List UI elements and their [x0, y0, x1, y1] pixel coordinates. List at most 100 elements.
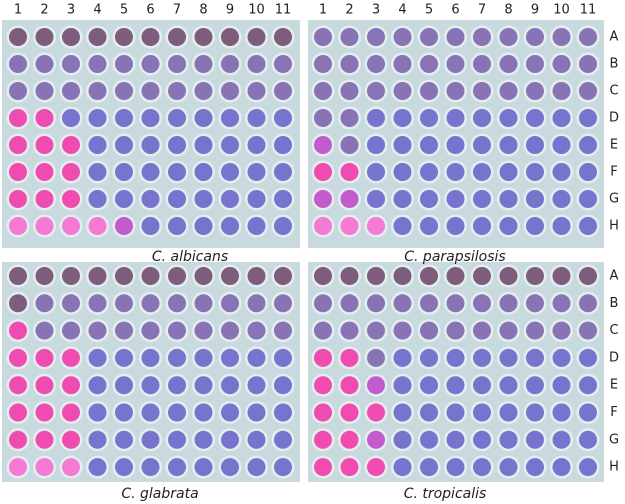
- well-fill: [115, 55, 133, 73]
- plate-caption: C. glabrata: [121, 486, 198, 502]
- well-fill: [221, 403, 239, 422]
- well-fill: [35, 348, 54, 367]
- well-fill: [579, 190, 597, 208]
- well-fill: [579, 403, 597, 422]
- well-fill: [367, 458, 385, 477]
- well-fill: [9, 82, 27, 100]
- well-fill: [473, 28, 491, 46]
- well-fill: [340, 217, 359, 235]
- well-fill: [499, 321, 518, 340]
- column-label: 6: [146, 3, 154, 18]
- well-fill: [194, 321, 213, 340]
- well-fill: [247, 190, 266, 208]
- well-fill: [473, 458, 491, 477]
- well-fill: [340, 190, 359, 208]
- well-fill: [221, 109, 239, 127]
- well-fill: [35, 294, 54, 313]
- well-fill: [88, 190, 107, 208]
- well-fill: [446, 458, 465, 477]
- well-fill: [221, 28, 239, 46]
- well-fill: [88, 430, 107, 449]
- well-fill: [526, 163, 544, 181]
- well-fill: [393, 136, 412, 154]
- well-fill: [446, 55, 465, 73]
- well-fill: [141, 28, 160, 46]
- well-fill: [221, 294, 239, 313]
- well-fill: [420, 348, 438, 367]
- row-label: C: [609, 84, 618, 99]
- well-fill: [526, 458, 544, 477]
- well-fill: [221, 321, 239, 340]
- well-fill: [141, 376, 160, 395]
- well-fill: [115, 430, 133, 449]
- well-fill: [473, 217, 491, 235]
- well-fill: [9, 163, 27, 181]
- well-fill: [420, 294, 438, 313]
- well-fill: [274, 190, 292, 208]
- well-fill: [393, 430, 412, 449]
- well-fill: [62, 82, 80, 100]
- well-fill: [274, 28, 292, 46]
- well-fill: [247, 403, 266, 422]
- well-fill: [35, 321, 54, 340]
- well-fill: [35, 403, 54, 422]
- well-fill: [473, 163, 491, 181]
- row-label: A: [610, 30, 619, 45]
- well-fill: [221, 55, 239, 73]
- well-fill: [579, 458, 597, 477]
- well-fill: [499, 55, 518, 73]
- well-fill: [420, 403, 438, 422]
- well-fill: [115, 376, 133, 395]
- well-fill: [552, 430, 571, 449]
- well-fill: [446, 82, 465, 100]
- well-fill: [168, 267, 186, 285]
- well-fill: [420, 321, 438, 340]
- well-fill: [526, 217, 544, 235]
- well-fill: [35, 190, 54, 208]
- well-fill: [367, 82, 385, 100]
- column-label: 2: [345, 3, 353, 18]
- well-fill: [367, 348, 385, 367]
- well-fill: [9, 430, 27, 449]
- well-fill: [247, 430, 266, 449]
- column-label: 10: [248, 3, 265, 18]
- well-fill: [247, 348, 266, 367]
- well-fill: [88, 136, 107, 154]
- well-fill: [499, 163, 518, 181]
- well-fill: [9, 348, 27, 367]
- well-fill: [274, 136, 292, 154]
- well-fill: [314, 136, 332, 154]
- well-fill: [35, 136, 54, 154]
- well-fill: [367, 376, 385, 395]
- well-fill: [526, 136, 544, 154]
- well-fill: [499, 430, 518, 449]
- well-fill: [88, 403, 107, 422]
- well-fill: [62, 267, 80, 285]
- well-fill: [579, 217, 597, 235]
- well-fill: [274, 458, 292, 477]
- column-label: 5: [425, 3, 433, 18]
- column-label: 3: [67, 3, 75, 18]
- well-fill: [168, 430, 186, 449]
- well-fill: [314, 403, 332, 422]
- well-fill: [88, 109, 107, 127]
- well-fill: [35, 109, 54, 127]
- well-fill: [247, 28, 266, 46]
- well-fill: [552, 136, 571, 154]
- well-fill: [393, 163, 412, 181]
- well-fill: [473, 55, 491, 73]
- well-fill: [552, 28, 571, 46]
- well-fill: [446, 294, 465, 313]
- well-fill: [420, 376, 438, 395]
- well-fill: [35, 217, 54, 235]
- well-fill: [340, 136, 359, 154]
- well-fill: [579, 348, 597, 367]
- well-fill: [340, 321, 359, 340]
- well-fill: [115, 82, 133, 100]
- plate-caption: C. tropicalis: [404, 486, 487, 502]
- well-fill: [473, 403, 491, 422]
- well-fill: [274, 267, 292, 285]
- well-fill: [473, 136, 491, 154]
- well-fill: [62, 403, 80, 422]
